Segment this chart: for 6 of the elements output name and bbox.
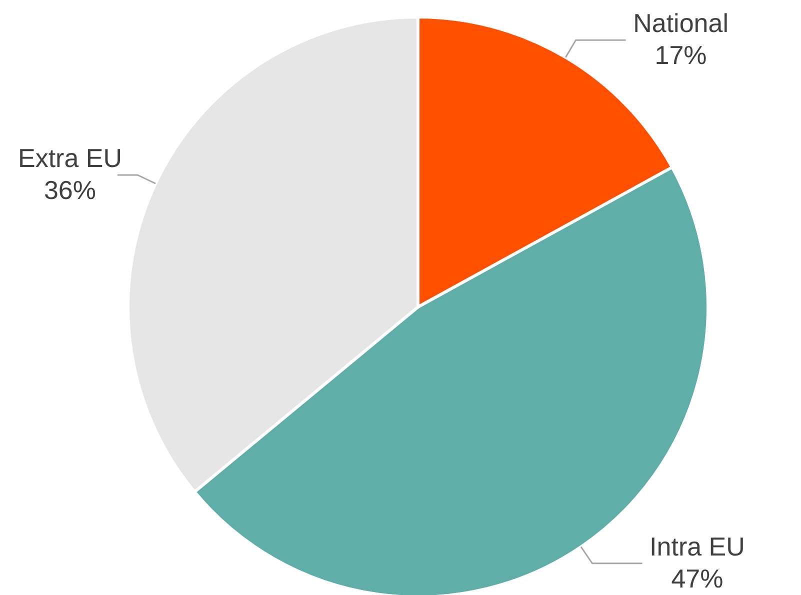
data-label: 17%	[654, 40, 707, 70]
data-label: 36%	[44, 175, 96, 206]
slice-label: National	[633, 8, 729, 38]
slice-label: Intra EU	[650, 531, 745, 562]
slice-label: Extra EU	[18, 143, 122, 174]
data-label: 47%	[671, 563, 724, 594]
